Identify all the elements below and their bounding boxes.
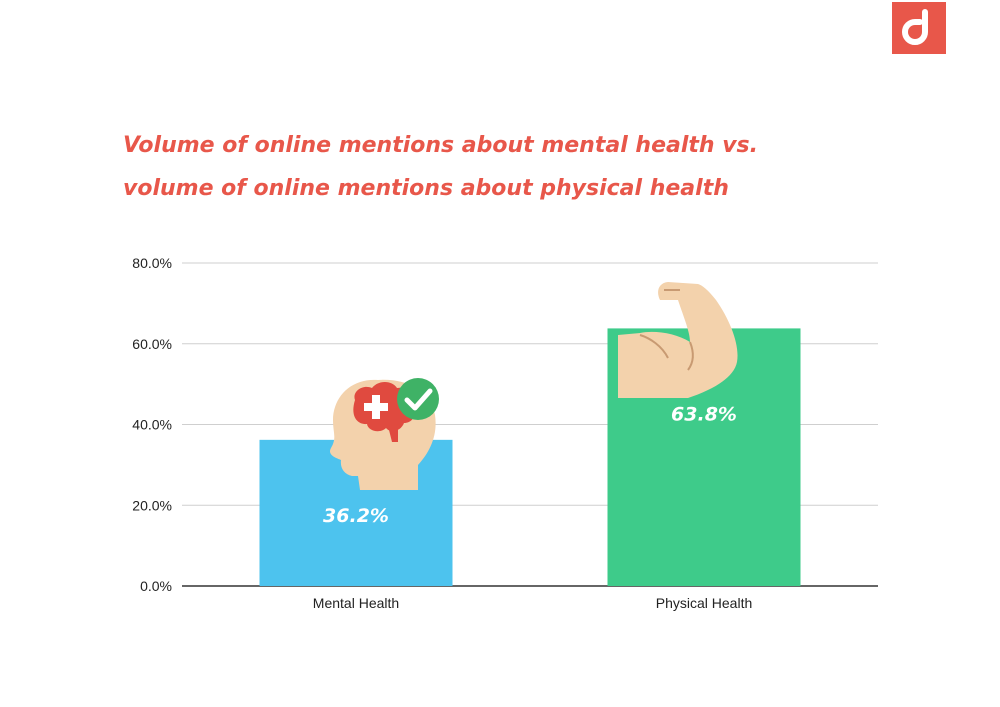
data-label: 36.2% bbox=[323, 505, 389, 527]
data-labels: 36.2% 63.8% bbox=[323, 403, 737, 526]
data-label: 63.8% bbox=[671, 403, 737, 425]
flexed-arm-icon bbox=[618, 282, 738, 398]
chart-title: Volume of online mentions about mental h… bbox=[123, 124, 883, 210]
y-tick-label: 20.0% bbox=[132, 497, 172, 513]
y-tick-label: 0.0% bbox=[140, 578, 172, 594]
brand-logo bbox=[892, 2, 946, 54]
chart-title-line-1: Volume of online mentions about mental h… bbox=[123, 133, 759, 158]
bar-icons bbox=[330, 282, 738, 490]
head-brain-checkmark-icon bbox=[330, 378, 439, 490]
chart-title-line-2: volume of online mentions about physical… bbox=[123, 176, 729, 201]
y-tick-label: 40.0% bbox=[132, 417, 172, 433]
brand-logo-icon bbox=[902, 9, 928, 45]
y-tick-label: 80.0% bbox=[132, 255, 172, 271]
category-label: Mental Health bbox=[313, 595, 399, 611]
category-label: Physical Health bbox=[656, 595, 753, 611]
y-axis-tick-labels: 0.0% 20.0% 40.0% 60.0% 80.0% bbox=[132, 255, 172, 594]
y-tick-label: 60.0% bbox=[132, 336, 172, 352]
x-axis-category-labels: Mental Health Physical Health bbox=[313, 595, 752, 611]
